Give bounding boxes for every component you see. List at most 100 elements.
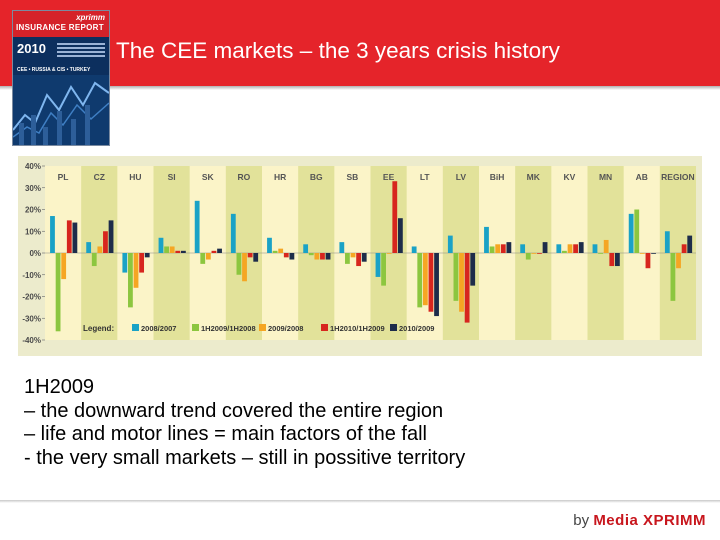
bar	[687, 235, 693, 253]
legend-swatch	[321, 324, 328, 331]
bar	[489, 246, 495, 253]
bar	[562, 250, 567, 253]
header-shadow	[0, 86, 720, 90]
bar	[681, 244, 687, 253]
legend-title: Legend:	[83, 324, 114, 333]
bar	[339, 242, 345, 253]
category-label: SB	[347, 172, 359, 182]
bar	[289, 253, 295, 260]
y-tick-label: 40%	[25, 162, 41, 171]
y-tick-label: 10%	[25, 227, 41, 236]
footer-divider	[0, 500, 720, 503]
bar	[609, 253, 615, 267]
bar	[108, 220, 114, 253]
bar	[447, 235, 453, 253]
bar	[676, 253, 681, 269]
bar	[356, 253, 362, 267]
bar	[386, 253, 392, 254]
bar	[525, 253, 531, 260]
category-label: HU	[129, 172, 141, 182]
bar	[573, 244, 579, 253]
commentary-line-1: – the downward trend covered the entire …	[24, 399, 444, 422]
bar	[91, 253, 97, 267]
bar	[417, 253, 423, 308]
bar	[133, 253, 139, 288]
y-tick-label: 0%	[29, 249, 41, 258]
bar	[453, 253, 459, 301]
bar	[103, 231, 108, 253]
bar	[205, 253, 211, 260]
bar	[345, 253, 350, 264]
footer-by: by	[573, 512, 590, 529]
legend-label: 2009/2008	[268, 324, 303, 333]
bar	[392, 181, 398, 253]
bar	[628, 213, 634, 253]
y-tick-label: -40%	[22, 336, 41, 345]
category-label: KV	[564, 172, 576, 182]
category-label: RO	[238, 172, 251, 182]
category-label: BiH	[490, 172, 505, 182]
category-label: REGION	[661, 172, 695, 182]
bar	[567, 244, 573, 253]
bar	[66, 220, 72, 253]
bar	[531, 253, 537, 254]
bar	[283, 253, 289, 258]
legend-label: 2008/2007	[141, 324, 176, 333]
category-label: EE	[383, 172, 395, 182]
bar	[308, 253, 314, 256]
category-label: LV	[456, 172, 467, 182]
legend-label: 2010/2009	[399, 324, 434, 333]
category-label: HR	[274, 172, 286, 182]
bar	[598, 253, 603, 254]
growth-bar-chart: 40% 30% 20% 10% 0% -10% -20% -30% -40% PL CZ HU SI SK…	[18, 156, 702, 356]
bar	[144, 253, 150, 258]
bar	[470, 253, 476, 286]
category-label: MK	[527, 172, 541, 182]
cover-graph-art	[13, 75, 109, 145]
y-tick-label: -30%	[22, 314, 41, 323]
bar	[169, 246, 175, 253]
bar	[200, 253, 206, 264]
bar	[556, 244, 562, 253]
commentary-heading: 1H2009	[24, 376, 95, 398]
bar	[459, 253, 464, 312]
bar	[230, 213, 236, 253]
cover-title: INSURANCE REPORT	[16, 23, 104, 32]
category-label: BG	[310, 172, 323, 182]
y-tick-label: -20%	[22, 293, 41, 302]
bar	[350, 253, 356, 258]
bar	[122, 253, 128, 273]
bar	[175, 250, 181, 253]
legend-swatch	[259, 324, 266, 331]
bar	[500, 244, 506, 253]
bar	[217, 248, 222, 253]
bar	[375, 253, 381, 277]
cover-brand: xprimm	[76, 13, 105, 22]
bar	[55, 253, 61, 332]
bar	[164, 246, 169, 253]
bar	[381, 253, 386, 286]
bar	[72, 222, 78, 253]
bar	[139, 253, 145, 273]
cover-subtitle: CEE • RUSSIA & CIS • TURKEY	[17, 67, 91, 73]
legend-label: 1H2009/1H2008	[201, 324, 256, 333]
legend-label: 1H2010/1H2009	[330, 324, 385, 333]
legend-swatch	[132, 324, 139, 331]
bar	[434, 253, 439, 317]
bar	[158, 237, 164, 253]
bar	[411, 246, 417, 253]
category-label: CZ	[94, 172, 105, 182]
bar	[603, 239, 609, 253]
bar	[520, 244, 526, 253]
footer-credit: by Media XPRIMM	[573, 512, 706, 529]
y-tick-label: -10%	[22, 271, 41, 280]
bar	[253, 253, 259, 262]
y-tick-label: 20%	[25, 206, 41, 215]
category-label: LT	[420, 172, 431, 182]
footer-brand: Media XPRIMM	[593, 512, 706, 529]
bar	[236, 253, 242, 275]
cover-top-band	[13, 11, 109, 37]
report-cover-image: xprimm INSURANCE REPORT 2010 CEE • RUSSI…	[12, 10, 110, 146]
category-label: SI	[168, 172, 176, 182]
bar	[267, 237, 272, 253]
